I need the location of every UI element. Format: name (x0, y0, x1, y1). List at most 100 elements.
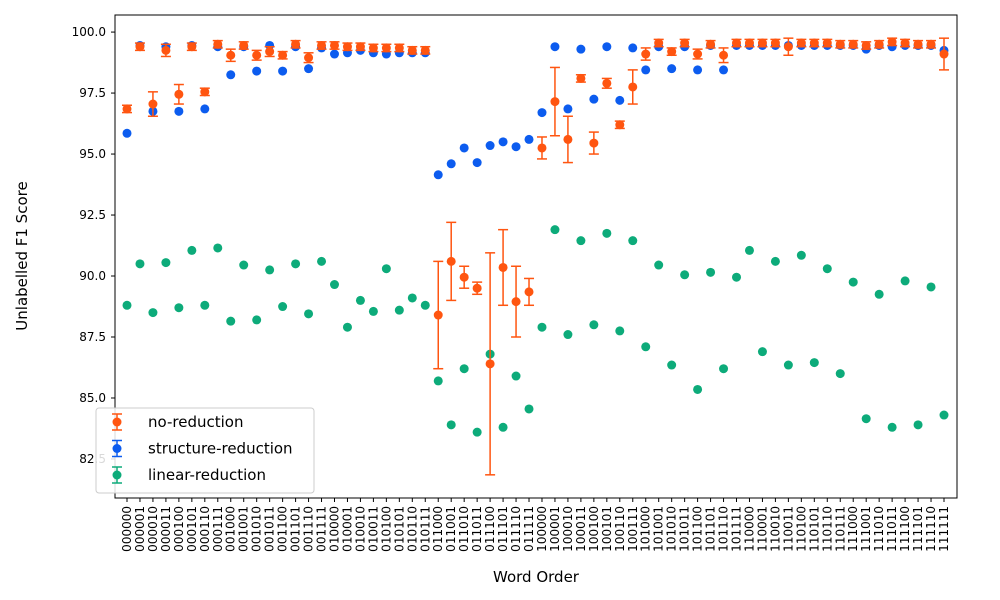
x-tick-label: 111010 (872, 506, 886, 552)
data-point (693, 384, 703, 394)
data-point (589, 94, 599, 104)
x-tick-label: 010110 (405, 506, 419, 552)
data-point (680, 38, 690, 48)
x-tick-label: 010000 (327, 506, 341, 552)
x-tick-label: 100100 (587, 506, 601, 552)
x-tick-label: 000101 (185, 506, 199, 552)
data-point (148, 99, 158, 109)
data-point (641, 342, 651, 352)
data-point (926, 39, 936, 49)
x-tick-label: 100101 (600, 506, 614, 552)
data-point (550, 97, 560, 107)
x-tick-label: 111000 (846, 506, 860, 552)
x-tick-label: 010111 (418, 506, 432, 552)
x-tick-label: 100000 (535, 506, 549, 552)
data-point (926, 282, 936, 292)
x-tick-label: 011001 (444, 506, 458, 552)
data-point (757, 347, 767, 357)
y-tick-label: 92.5 (79, 208, 106, 222)
data-point (329, 40, 339, 50)
data-point (783, 42, 793, 52)
x-tick-label: 011110 (509, 506, 523, 552)
data-point (706, 39, 716, 49)
x-tick-label: 101111 (730, 506, 744, 552)
x-tick-label: 001000 (224, 506, 238, 552)
data-point (757, 38, 767, 48)
data-point (498, 262, 508, 272)
data-point (446, 420, 456, 430)
legend-label: structure-reduction (148, 440, 293, 458)
x-tick-label: 011101 (496, 506, 510, 552)
data-point (770, 256, 780, 266)
legend: no-reduction structure-reduction linear-re… (95, 407, 315, 494)
data-point (174, 303, 184, 313)
data-point (628, 236, 638, 246)
plot-marks (122, 37, 949, 476)
x-tick-label: 110110 (820, 506, 834, 552)
x-tick-label: 101000 (639, 506, 653, 552)
data-point (719, 65, 729, 75)
data-point (524, 404, 534, 414)
x-tick-label: 110101 (807, 506, 821, 552)
data-point (329, 49, 339, 59)
legend-label: linear-reduction (148, 466, 266, 484)
data-point (641, 65, 651, 75)
data-point (550, 225, 560, 235)
data-point (148, 308, 158, 318)
data-point (200, 300, 210, 310)
data-point (602, 228, 612, 238)
data-point (913, 420, 923, 430)
series-no-reduction (122, 37, 949, 476)
x-tick-label: 110011 (781, 506, 795, 552)
data-point (848, 39, 858, 49)
data-point (459, 272, 469, 282)
y-axis-label: Unlabelled F1 Score (13, 181, 31, 330)
data-point (719, 50, 729, 60)
data-point (135, 42, 145, 52)
x-tick-label: 000000 (120, 506, 134, 552)
y-tick-label: 87.5 (79, 330, 106, 344)
x-tick-label: 101100 (691, 506, 705, 552)
data-point (459, 364, 469, 374)
x-tick-label: 000001 (133, 506, 147, 552)
x-tick-label: 001111 (315, 506, 329, 552)
data-point (550, 42, 560, 52)
data-point (900, 38, 910, 48)
data-point (796, 38, 806, 48)
x-tick-label: 001110 (302, 506, 316, 552)
x-tick-label: 101110 (717, 506, 731, 552)
data-point (576, 44, 586, 54)
data-point (278, 66, 288, 76)
data-point (278, 50, 288, 60)
x-tick-label: 000100 (172, 506, 186, 552)
x-tick-label: 111001 (859, 506, 873, 552)
x-tick-label: 110010 (768, 506, 782, 552)
data-point (602, 42, 612, 52)
data-point (809, 38, 819, 48)
data-point (317, 40, 327, 50)
data-point (654, 38, 664, 48)
data-point (783, 360, 793, 370)
data-point (667, 360, 677, 370)
data-point (615, 120, 625, 130)
x-tick-label: 011010 (457, 506, 471, 552)
data-point (174, 89, 184, 99)
data-point (874, 39, 884, 49)
data-point (174, 106, 184, 116)
data-point (472, 158, 482, 168)
data-point (446, 159, 456, 169)
x-tick-label: 110100 (794, 506, 808, 552)
x-tick-label: 100110 (613, 506, 627, 552)
data-point (900, 276, 910, 286)
x-tick-label: 111100 (898, 506, 912, 552)
legend-box (95, 407, 315, 494)
data-point (433, 310, 443, 320)
x-tick-label: 001101 (289, 506, 303, 552)
y-tick-label: 100.0 (72, 25, 106, 39)
data-point (355, 295, 365, 305)
data-point (161, 258, 171, 268)
x-tick-label: 101001 (652, 506, 666, 552)
data-point (835, 39, 845, 49)
data-point (861, 414, 871, 424)
data-point (693, 49, 703, 59)
